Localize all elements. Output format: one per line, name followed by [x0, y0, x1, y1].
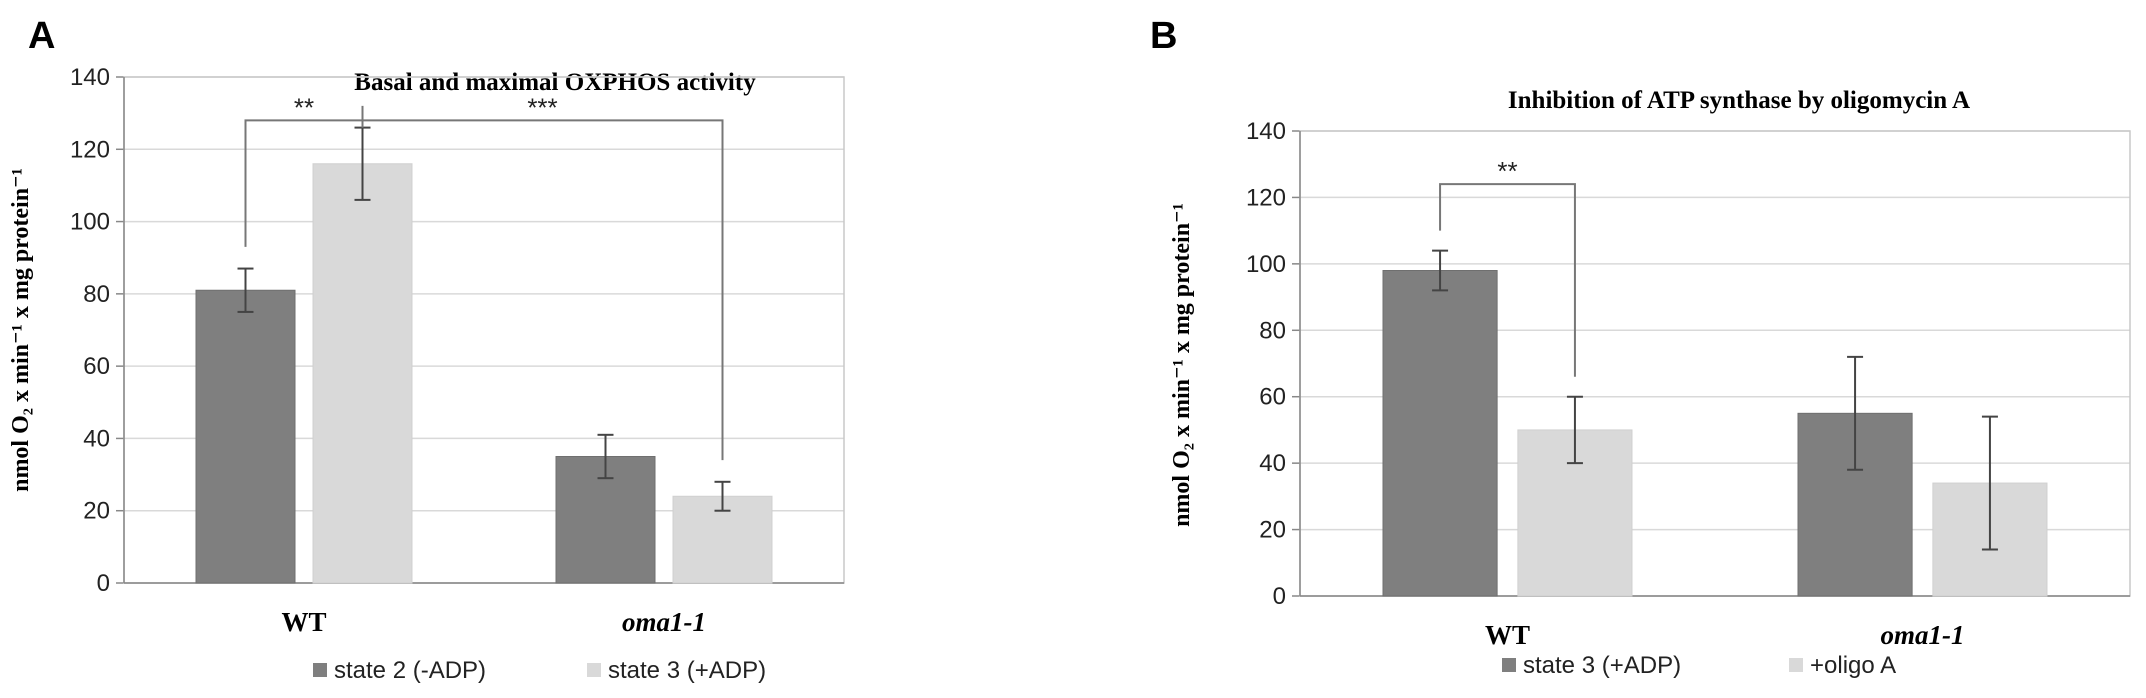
legend-swatch	[1502, 658, 1516, 672]
y-tick-label: 140	[70, 64, 110, 91]
significance-label: **	[1497, 156, 1517, 186]
x-category-label: WT	[281, 607, 326, 637]
legend-label: state 2 (-ADP)	[334, 657, 486, 684]
bar-1-1	[1382, 270, 1498, 597]
panel-letter: B	[1150, 15, 1177, 57]
chart-title: Basal and maximal OXPHOS activity	[354, 69, 756, 96]
y-tick-label: 80	[1259, 317, 1286, 344]
significance-label: ***	[527, 92, 557, 122]
x-category-label: WT	[1485, 620, 1530, 650]
legend-swatch	[1789, 658, 1803, 672]
chart-panel-a: A Basal and maximal OXPHOS activity nmol O…	[8, 15, 845, 684]
y-tick-label: 20	[1259, 517, 1286, 544]
y-tick-label: 0	[97, 570, 110, 597]
y-tick-label: 120	[1246, 184, 1286, 211]
y-tick-label: 80	[83, 281, 110, 308]
chart-title: Inhibition of ATP synthase by oligomycin…	[1508, 87, 1970, 114]
y-tick-label: 0	[1273, 583, 1286, 610]
legend-label: state 3 (+ADP)	[1523, 652, 1681, 679]
y-tick-label: 100	[1246, 251, 1286, 278]
bar-1-1	[195, 289, 296, 584]
y-tick-label: 40	[1259, 450, 1286, 477]
chart-panel-b: B Inhibition of ATP synthase by oligomyci…	[1150, 15, 2131, 679]
panel-letter: A	[28, 15, 55, 57]
y-tick-label: 140	[1246, 118, 1286, 145]
bar-2-1	[312, 163, 413, 584]
y-tick-label: 120	[70, 136, 110, 163]
y-tick-label: 20	[83, 498, 110, 525]
legend-label: +oligo A	[1810, 652, 1896, 679]
legend-swatch	[313, 663, 327, 677]
y-tick-label: 60	[1259, 384, 1286, 411]
significance-bracket	[244, 119, 364, 247]
significance-label: **	[294, 92, 314, 122]
y-axis-title: nmol O₂ x min⁻¹ x mg protein⁻¹	[1169, 203, 1195, 527]
x-category-label: oma1-1	[622, 607, 706, 637]
significance-bracket	[361, 105, 724, 461]
significance-bracket	[1439, 183, 1576, 377]
y-tick-label: 40	[83, 425, 110, 452]
y-tick-label: 100	[70, 209, 110, 236]
y-tick-label: 60	[83, 353, 110, 380]
x-category-label: oma1-1	[1881, 620, 1965, 650]
legend-swatch	[587, 663, 601, 677]
y-axis-title: nmol O₂ x min⁻¹ x mg protein⁻¹	[8, 168, 34, 492]
legend-label: state 3 (+ADP)	[608, 657, 766, 684]
